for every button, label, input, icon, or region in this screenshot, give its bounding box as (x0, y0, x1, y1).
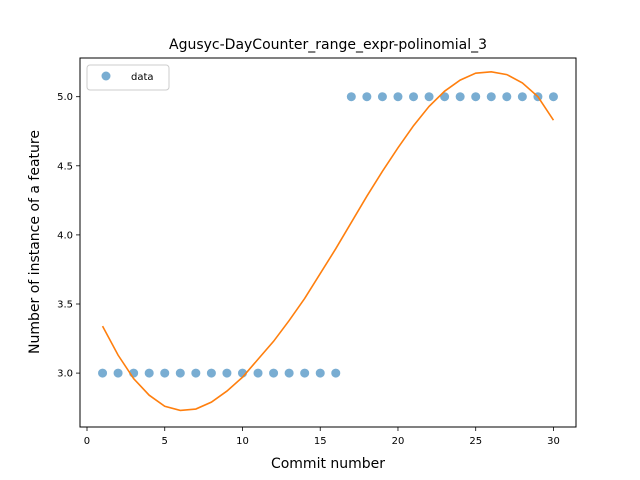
y-axis-ticks: 3.0 3.5 4.0 4.5 5.0 (57, 92, 80, 380)
data-point (409, 92, 419, 102)
data-point (331, 368, 341, 378)
y-tick-label: 3.5 (57, 300, 73, 311)
data-point (346, 92, 356, 102)
data-point (377, 92, 387, 102)
y-tick-label: 5.0 (57, 92, 73, 103)
data-point (548, 92, 558, 102)
data-point (222, 368, 232, 378)
data-point (393, 92, 403, 102)
data-point (315, 368, 325, 378)
data-point (175, 368, 185, 378)
x-tick-label: 15 (314, 436, 327, 447)
data-point (517, 92, 527, 102)
data-point (300, 368, 310, 378)
data-point (455, 92, 465, 102)
y-tick-label: 3.0 (57, 369, 73, 380)
axes-frame (79, 57, 577, 428)
x-tick-label: 10 (236, 436, 249, 447)
data-point (206, 368, 216, 378)
data-point (486, 92, 496, 102)
data-point (144, 368, 154, 378)
x-axis-label: Commit number (271, 456, 385, 472)
chart-title: Agusyc-DayCounter_range_expr-polinomial_… (169, 37, 487, 53)
data-point (113, 368, 123, 378)
legend-box (86, 64, 170, 91)
data-point (424, 92, 434, 102)
legend: data (86, 64, 170, 91)
plot-area (98, 71, 558, 412)
x-tick-label: 0 (84, 436, 90, 447)
x-tick-label: 5 (162, 436, 168, 447)
legend-marker-data (101, 71, 111, 81)
x-tick-label: 30 (547, 436, 560, 447)
y-tick-label: 4.5 (57, 161, 73, 172)
data-point (253, 368, 263, 378)
data-point (471, 92, 481, 102)
data-point (160, 368, 170, 378)
data-point (98, 368, 108, 378)
data-point (269, 368, 279, 378)
data-point (362, 92, 372, 102)
x-tick-label: 20 (392, 436, 405, 447)
data-point (284, 368, 294, 378)
data-point (191, 368, 201, 378)
y-axis-label: Number of instance of a feature (27, 130, 43, 354)
legend-label-data: data (131, 72, 154, 83)
x-axis-ticks: 0 5 10 15 20 25 30 (84, 427, 560, 447)
y-tick-label: 4.0 (57, 230, 73, 241)
x-tick-label: 25 (469, 436, 482, 447)
fit-line (101, 71, 555, 412)
data-point (502, 92, 512, 102)
